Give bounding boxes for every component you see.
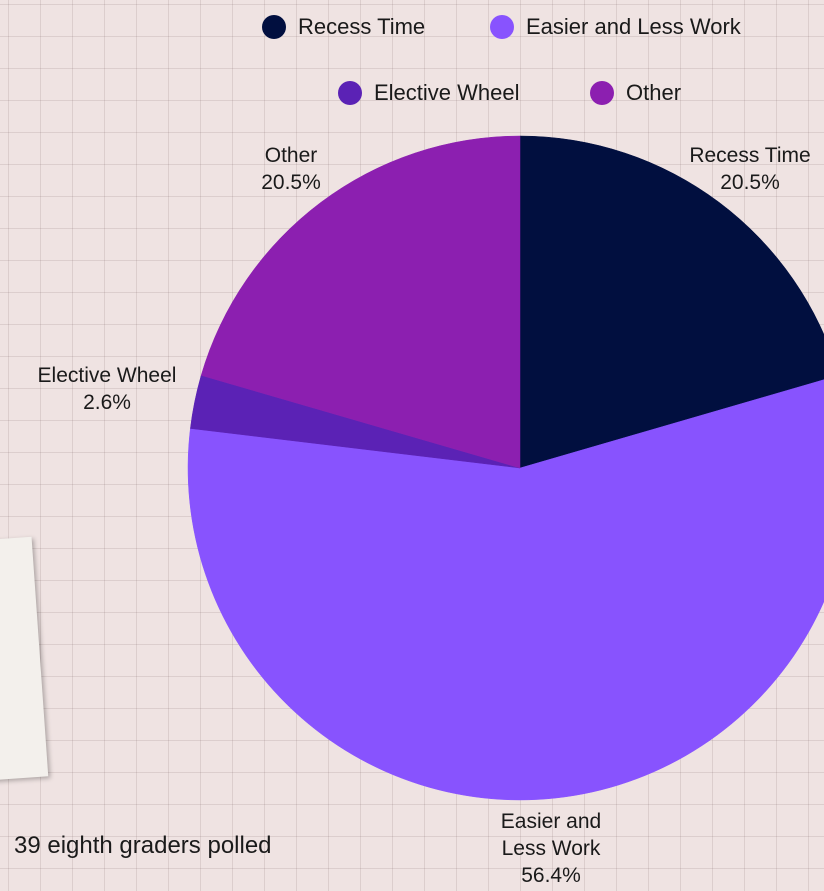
pie-slice-other [200, 135, 521, 469]
legend-item-elective-wheel: Elective Wheel [338, 80, 520, 106]
legend-item-recess-time: Recess Time [262, 14, 425, 40]
legend-label-elective-wheel: Elective Wheel [374, 80, 520, 105]
slice-label-easier-and-less-work: Easier and Less Work 56.4% [501, 810, 601, 887]
legend-swatch-recess-time [262, 15, 286, 39]
pie-slice-recess-time [519, 135, 824, 469]
slice-label-recess-time: Recess Time 20.5% [689, 144, 810, 194]
poll-footnote: 39 eighth graders polled [14, 832, 272, 859]
legend-swatch-elective-wheel [338, 81, 362, 105]
legend-label-easier-and-less-work: Easier and Less Work [526, 14, 741, 39]
legend-item-other: Other [590, 80, 681, 106]
legend-item-easier-and-less-work: Easier and Less Work [490, 14, 741, 40]
legend-label-recess-time: Recess Time [298, 14, 426, 39]
slice-label-elective-wheel: Elective Wheel 2.6% [38, 364, 177, 414]
legend-label-other: Other [626, 80, 682, 105]
pie-slice-easier-and-less-work [187, 379, 824, 801]
legend-swatch-easier-and-less-work [490, 15, 514, 39]
legend-swatch-other [590, 81, 614, 105]
slice-label-other: Other 20.5% [261, 144, 321, 194]
